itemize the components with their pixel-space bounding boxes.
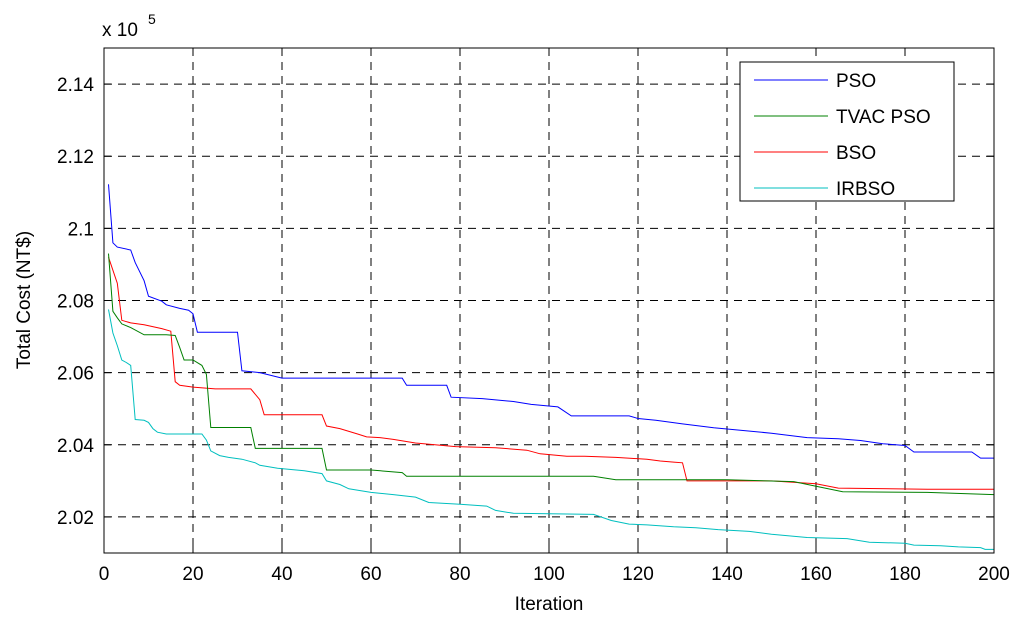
y-tick-label: 2.02 [57,508,94,529]
y-tick-label: 2.1 [68,219,94,240]
tick-marks [103,48,995,553]
x-tick-label: 20 [182,564,203,585]
legend-label-pso: PSO [836,71,876,92]
y-tick-label: 2.08 [57,292,94,313]
x-tick-label: 100 [533,564,565,585]
series-line-irbso [108,309,994,550]
x-tick-label: 200 [978,564,1010,585]
x-tick-labels: 0 20 40 60 80 100 120 140 160 180 200 [99,564,1010,585]
y-multiplier-exponent: 5 [148,11,156,27]
x-tick-label: 120 [622,564,654,585]
legend-label-irbso: IRBSO [836,179,895,200]
series-line-bso [108,257,994,490]
y-tick-label: 2.04 [57,436,94,457]
x-tick-label: 80 [449,564,470,585]
y-tick-label: 2.14 [57,75,94,96]
y-axis-title: Total Cost (NT$) [14,231,35,369]
y-multiplier-label: x 10 [102,20,138,41]
legend: PSO TVAC PSO BSO IRBSO [739,61,955,202]
x-axis-title: Iteration [515,594,584,615]
y-tick-label: 2.06 [57,364,94,385]
legend-label-tvac-pso: TVAC PSO [836,107,931,128]
x-tick-label: 60 [360,564,381,585]
x-tick-label: 180 [889,564,921,585]
series-line-tvac-pso [108,253,995,496]
x-tick-label: 40 [271,564,292,585]
y-tick-label: 2.12 [57,147,94,168]
legend-box [739,61,955,202]
y-tick-labels: 2.02 2.04 2.06 2.08 2.1 2.12 2.14 [57,75,94,529]
series-line-pso [108,184,994,459]
legend-label-bso: BSO [836,143,876,164]
x-tick-label: 160 [800,564,832,585]
x-tick-label: 0 [99,564,110,585]
series-lines [108,184,995,550]
x-tick-label: 140 [711,564,743,585]
